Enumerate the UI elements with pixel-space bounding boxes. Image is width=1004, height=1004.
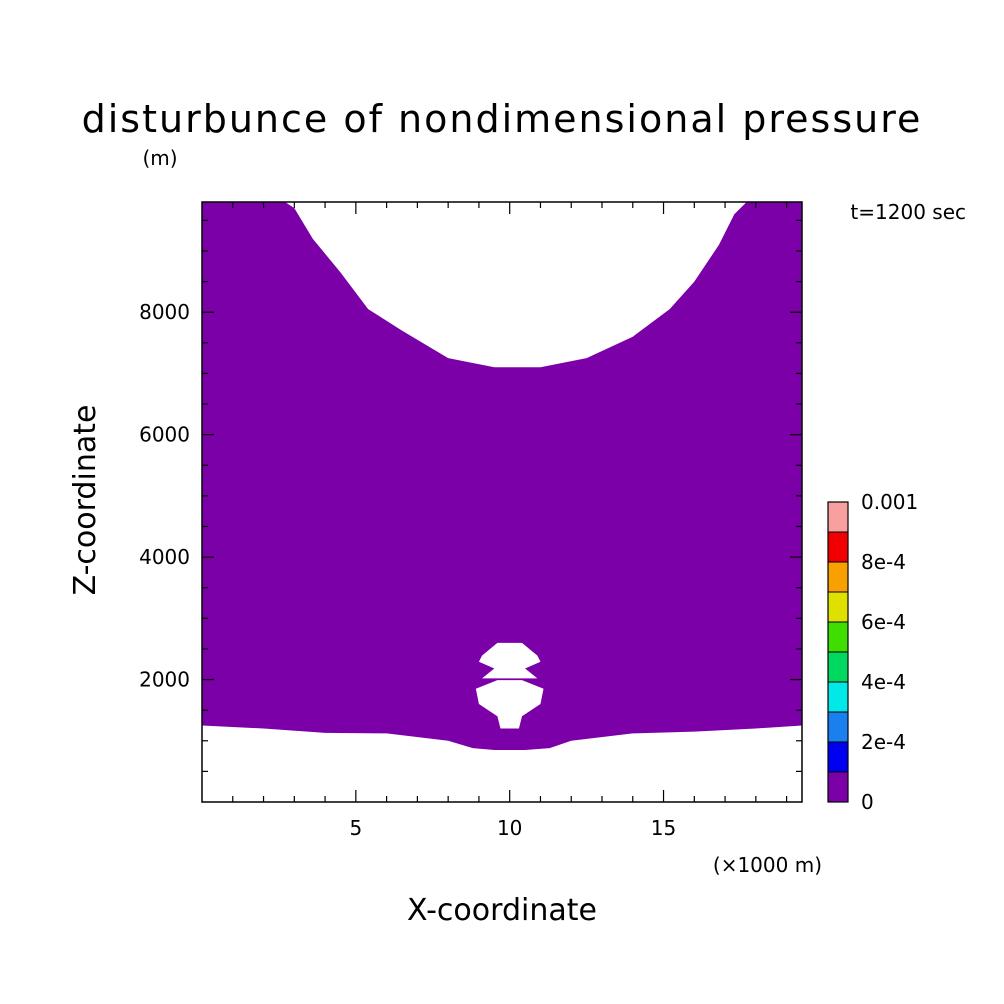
y-tick-label: 8000 [139, 300, 190, 324]
filled-contour-region [202, 202, 802, 750]
colorbar-frame [827, 501, 849, 803]
colorbar-swatch [827, 741, 849, 773]
time-label: t=1200 sec [850, 200, 966, 224]
colorbar-tick-label: 8e-4 [861, 550, 906, 574]
colorbar-tick-label: 0.001 [861, 490, 918, 514]
y-axis-label: Z-coordinate [68, 405, 103, 596]
y-tick-label: 6000 [139, 423, 190, 447]
x-tick-label: 10 [497, 816, 522, 840]
x-axis-label: X-coordinate [407, 893, 597, 928]
colorbar-tick-label: 2e-4 [861, 730, 906, 754]
plot-area: 5 10 15 2000 4000 6000 8000 [139, 201, 803, 840]
x-tick-label: 15 [651, 816, 676, 840]
colorbar-swatch [827, 771, 849, 803]
colorbar-swatch [827, 561, 849, 593]
colorbar-swatch [827, 501, 849, 533]
x-axis-unit: (×1000 m) [713, 853, 822, 877]
colorbar-swatch [827, 651, 849, 683]
chart-title: disturbunce of nondimensional pressure [82, 97, 923, 141]
colorbar-tick-label: 6e-4 [861, 610, 906, 634]
colorbar-swatch [827, 711, 849, 743]
colorbar-swatch [827, 681, 849, 713]
colorbar-swatch [827, 621, 849, 653]
y-axis-unit: (m) [142, 146, 177, 170]
y-tick-label: 4000 [139, 545, 190, 569]
x-tick-label: 5 [349, 816, 362, 840]
colorbar: 0 2e-4 4e-4 6e-4 8e-4 0.001 [827, 490, 918, 814]
colorbar-tick-label: 0 [861, 790, 874, 814]
y-tick-label: 2000 [139, 668, 190, 692]
plot-frame [201, 201, 803, 803]
colorbar-tick-label: 4e-4 [861, 670, 906, 694]
colorbar-swatch [827, 591, 849, 623]
colorbar-swatch [827, 531, 849, 563]
